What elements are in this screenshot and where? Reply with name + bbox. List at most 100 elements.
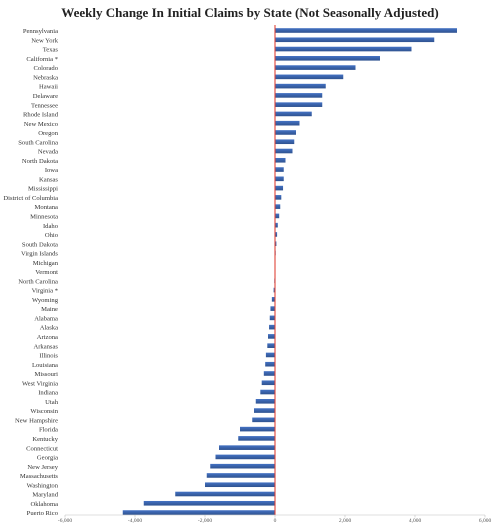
category-label: Massachusetts <box>20 473 59 480</box>
bar <box>275 74 344 80</box>
category-label: Maryland <box>32 492 58 499</box>
bar <box>275 167 284 172</box>
bar <box>275 56 380 61</box>
category-label: Kansas <box>39 176 58 183</box>
category-label: North Carolina <box>18 278 58 285</box>
category-label: Arizona <box>37 334 58 341</box>
category-label: Iowa <box>45 167 58 174</box>
bar <box>275 185 284 191</box>
category-label: Arkansas <box>33 343 58 350</box>
category-label: Oregon <box>38 130 58 137</box>
category-label: Florida <box>39 427 58 434</box>
bar <box>275 195 282 200</box>
category-label: Connecticut <box>26 445 58 452</box>
bar <box>275 83 326 89</box>
category-label: New Jersey <box>27 464 58 471</box>
x-tick-label: 2,000 <box>339 518 352 524</box>
bar <box>275 213 280 219</box>
bar <box>275 241 277 247</box>
bar <box>275 176 284 182</box>
bar <box>275 37 435 43</box>
bar <box>210 463 275 469</box>
category-label: Michigan <box>33 260 59 267</box>
bar <box>275 204 281 209</box>
category-label: Oklahoma <box>31 501 59 508</box>
category-label: Montana <box>35 204 59 211</box>
bar <box>268 334 275 339</box>
bar <box>263 371 275 376</box>
bar <box>275 46 412 52</box>
bar <box>273 287 275 293</box>
category-label: Maine <box>41 306 58 313</box>
bar <box>238 436 275 441</box>
category-label: Utah <box>45 399 59 406</box>
category-label: West Virginia <box>22 380 58 387</box>
bar <box>275 102 323 107</box>
category-label: Nebraska <box>33 74 58 81</box>
category-label: Virgin Islands <box>21 251 58 258</box>
category-label: Indiana <box>38 390 58 397</box>
x-tick-label: 0 <box>274 518 277 524</box>
category-label: Minnesota <box>30 214 58 221</box>
category-label: New York <box>31 37 58 44</box>
x-tick-label: -2,000 <box>198 518 212 524</box>
category-label: Kentucky <box>32 436 58 443</box>
bar <box>206 473 275 478</box>
category-label: Georgia <box>37 455 58 462</box>
bar <box>271 297 275 302</box>
bar <box>267 343 275 348</box>
bar <box>261 380 275 386</box>
x-tick-label: 6,000 <box>479 518 492 524</box>
category-label: Wisconsin <box>30 408 58 415</box>
bar <box>215 454 275 460</box>
category-label: Illinois <box>39 353 58 360</box>
x-tick-label: -6,000 <box>58 518 72 524</box>
bar <box>122 510 275 515</box>
x-tick-label: -4,000 <box>128 518 142 524</box>
bar <box>175 491 275 497</box>
bar <box>240 426 275 432</box>
bar <box>275 222 278 228</box>
category-label: Alaska <box>40 325 58 332</box>
category-label: Idaho <box>43 223 59 230</box>
bar <box>270 306 275 311</box>
bar <box>252 417 275 423</box>
bar <box>254 408 275 413</box>
category-label: California * <box>26 56 58 63</box>
bar <box>205 482 275 488</box>
category-label: Pennsylvania <box>23 28 58 35</box>
bar <box>269 315 275 321</box>
bar <box>269 324 275 330</box>
bar <box>275 93 323 98</box>
category-label: Delaware <box>33 93 58 100</box>
x-tick-label: 4,000 <box>409 518 422 524</box>
category-label: Alabama <box>34 315 58 322</box>
category-label: Washington <box>27 482 59 489</box>
bar <box>275 157 286 163</box>
bar <box>265 352 275 358</box>
category-label: Missouri <box>35 371 59 378</box>
bar <box>255 399 275 404</box>
category-label: Wyoming <box>32 297 59 304</box>
bar <box>265 361 275 367</box>
category-label: Virginia * <box>32 288 58 295</box>
category-label: Colorado <box>33 65 58 72</box>
category-label: Mississippi <box>28 186 58 193</box>
bar <box>275 65 356 70</box>
bar <box>275 130 296 135</box>
bar <box>275 111 312 117</box>
category-label: Hawaii <box>39 84 58 91</box>
category-label: Louisiana <box>32 362 58 369</box>
bar <box>143 500 275 506</box>
category-label: District of Columbia <box>3 195 58 202</box>
category-label: South Carolina <box>18 139 58 146</box>
category-label: Rhode Island <box>23 112 59 119</box>
bar <box>260 389 275 395</box>
category-label: Texas <box>43 47 59 54</box>
category-label: New Mexico <box>24 121 59 128</box>
bar <box>275 232 278 237</box>
bar <box>275 139 295 145</box>
bar <box>275 28 457 33</box>
